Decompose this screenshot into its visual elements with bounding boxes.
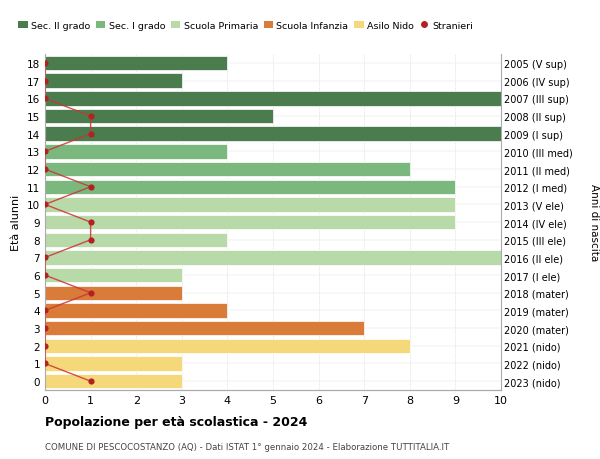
Point <box>40 254 50 262</box>
Y-axis label: Età alunni: Età alunni <box>11 195 22 251</box>
Bar <box>45 303 227 318</box>
Bar <box>45 233 227 247</box>
Bar <box>45 127 501 142</box>
Point <box>40 60 50 67</box>
Bar <box>45 251 501 265</box>
Point <box>86 184 95 191</box>
Bar <box>45 180 455 195</box>
Text: Popolazione per età scolastica - 2024: Popolazione per età scolastica - 2024 <box>45 415 307 428</box>
Bar <box>45 286 182 300</box>
Point <box>86 378 95 385</box>
Bar <box>45 357 182 371</box>
Point <box>86 236 95 244</box>
Bar <box>45 110 273 124</box>
Text: Anni di nascita: Anni di nascita <box>589 184 599 261</box>
Point <box>40 307 50 314</box>
Point <box>86 290 95 297</box>
Point <box>86 219 95 226</box>
Point <box>40 360 50 367</box>
Bar <box>45 321 364 336</box>
Bar <box>45 145 227 159</box>
Bar <box>45 92 501 106</box>
Point <box>40 272 50 279</box>
Bar <box>45 269 182 283</box>
Point <box>86 113 95 120</box>
Bar <box>45 74 182 89</box>
Bar <box>45 339 410 353</box>
Point <box>40 342 50 350</box>
Bar <box>45 56 227 71</box>
Bar <box>45 162 410 177</box>
Point <box>40 78 50 85</box>
Point <box>40 148 50 156</box>
Bar <box>45 374 182 389</box>
Point <box>40 166 50 174</box>
Point <box>40 325 50 332</box>
Bar <box>45 215 455 230</box>
Point <box>40 202 50 209</box>
Point <box>40 95 50 103</box>
Bar <box>45 198 455 212</box>
Legend: Sec. II grado, Sec. I grado, Scuola Primaria, Scuola Infanzia, Asilo Nido, Stran: Sec. II grado, Sec. I grado, Scuola Prim… <box>14 18 477 34</box>
Text: COMUNE DI PESCOCOSTANZO (AQ) - Dati ISTAT 1° gennaio 2024 - Elaborazione TUTTITA: COMUNE DI PESCOCOSTANZO (AQ) - Dati ISTA… <box>45 442 449 451</box>
Point <box>86 131 95 138</box>
